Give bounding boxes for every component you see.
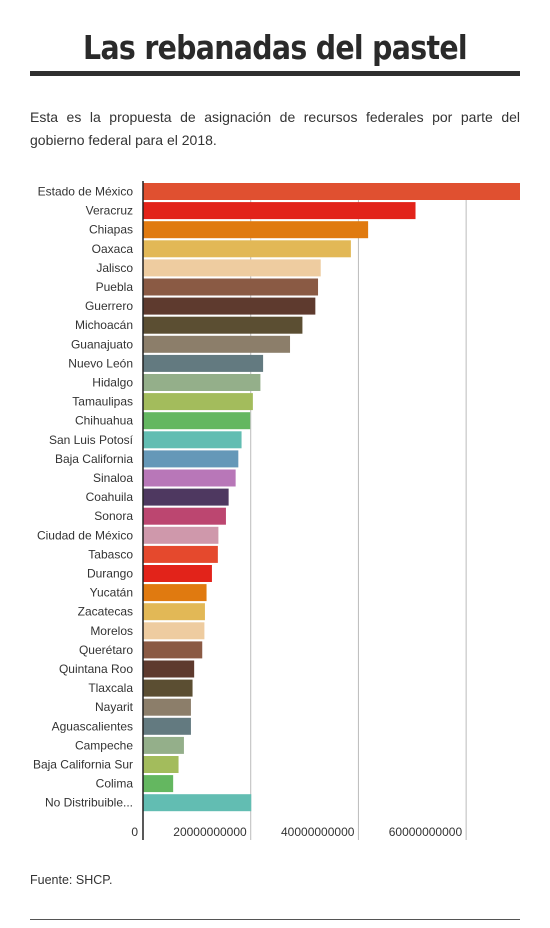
category-label: Oaxaca	[92, 242, 134, 256]
bar	[143, 354, 264, 372]
category-label: San Luis Potosí	[49, 433, 134, 447]
category-label: Querétaro	[79, 643, 133, 657]
category-label: Morelos	[90, 624, 133, 638]
bar	[143, 335, 291, 353]
bar	[143, 545, 218, 563]
bar	[143, 660, 195, 678]
footer-divider	[30, 919, 520, 920]
category-label: Chihuahua	[75, 414, 133, 428]
bar	[143, 240, 351, 258]
tick-label: 40000000000	[281, 825, 355, 839]
category-label: Aguascalientes	[52, 719, 133, 733]
category-label: Durango	[87, 567, 133, 581]
category-label: Zacatecas	[78, 605, 133, 619]
category-label: Tlaxcala	[88, 681, 133, 695]
bar	[143, 507, 226, 525]
category-label: Yucatán	[90, 586, 133, 600]
bar	[143, 526, 219, 544]
category-label: Hidalgo	[92, 376, 133, 390]
bar	[143, 603, 205, 621]
bar	[143, 202, 416, 220]
bar	[143, 259, 321, 277]
category-label: Veracruz	[86, 204, 133, 218]
category-label: Nuevo León	[68, 356, 133, 370]
chart-description: Esta es la propuesta de asignación de re…	[30, 109, 520, 148]
category-label: Guerrero	[85, 299, 133, 313]
tick-label: 20000000000	[173, 825, 247, 839]
category-label: Baja California Sur	[33, 758, 133, 772]
title-divider	[30, 71, 520, 76]
bar	[143, 641, 203, 659]
category-label: Sinaloa	[93, 471, 133, 485]
category-label: Jalisco	[96, 261, 133, 275]
bar	[143, 756, 179, 773]
bar	[143, 717, 191, 735]
bar	[143, 736, 184, 754]
bar	[143, 316, 303, 334]
bar	[143, 412, 251, 430]
bar	[143, 794, 252, 812]
bar	[143, 450, 239, 468]
bar	[143, 584, 207, 602]
bar	[143, 431, 242, 449]
category-label: Tabasco	[88, 547, 133, 561]
bar	[143, 679, 193, 697]
category-label: Puebla	[96, 280, 134, 294]
category-label: Estado de México	[38, 185, 134, 199]
category-label: Campeche	[75, 738, 133, 752]
category-label: Nayarit	[95, 700, 134, 714]
category-label: Michoacán	[75, 318, 133, 332]
bar	[143, 698, 191, 716]
bar-chart: Estado de México Veracruz Chiapas Oaxaca Jal…	[33, 181, 520, 840]
bar	[143, 297, 316, 315]
category-label: Colima	[96, 777, 134, 791]
category-label: Tamaulipas	[72, 395, 133, 409]
bar	[143, 488, 229, 506]
category-label: Ciudad de México	[37, 528, 133, 542]
category-label: Guanajuato	[71, 337, 133, 351]
category-label: Chiapas	[89, 223, 133, 237]
tick-label: 60000000000	[389, 825, 463, 839]
bar	[143, 775, 174, 793]
category-label: Quintana Roo	[59, 662, 133, 676]
page-title: Las rebanadas del pastel	[83, 28, 468, 67]
bar	[143, 374, 261, 391]
category-label: Baja California	[55, 452, 133, 466]
bar	[143, 565, 212, 582]
bar	[143, 469, 236, 487]
category-label: No Distribuible...	[45, 796, 133, 810]
bar	[143, 393, 253, 411]
bar	[143, 221, 369, 239]
tick-label: 0	[131, 825, 138, 839]
bar	[143, 622, 205, 640]
category-label: Sonora	[94, 509, 133, 523]
source-note: Fuente: SHCP.	[30, 873, 113, 887]
bar	[143, 183, 520, 200]
category-label: Coahuila	[86, 490, 134, 504]
bar	[143, 278, 319, 296]
